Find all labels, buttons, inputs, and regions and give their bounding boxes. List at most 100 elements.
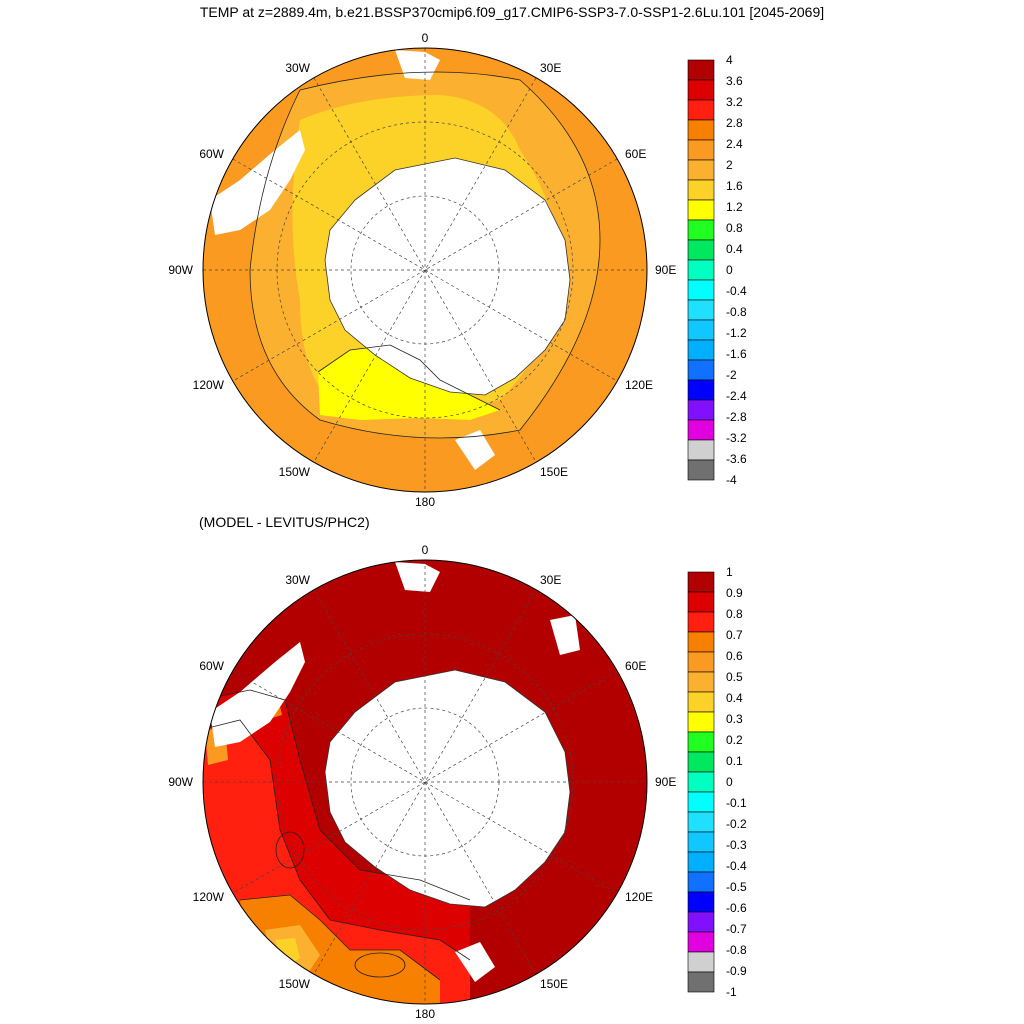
colorbar-tick-label: 0.7 [726, 628, 743, 642]
colorbar-tick-label: 0.3 [726, 712, 743, 726]
lon-label: 30W [285, 61, 310, 75]
colorbar-swatch [687, 571, 715, 593]
lon-label: 60W [199, 147, 224, 161]
lon-label: 90W [168, 263, 193, 277]
new-zealand-mask [455, 430, 495, 470]
colorbar-tick-label: -1.6 [726, 347, 747, 361]
colorbar-tick-label: -0.3 [726, 838, 747, 852]
lon-label: 120E [625, 890, 653, 904]
colorbar-swatch [687, 259, 715, 281]
colorbar-tick-label: -3.2 [726, 431, 747, 445]
lon-label: 150E [540, 465, 568, 479]
colorbar-swatch [687, 219, 715, 241]
colorbar-tick-label: 0.2 [726, 733, 743, 747]
map-border [202, 47, 648, 493]
colorbar-tick-label: 2 [726, 158, 733, 172]
graticule [203, 48, 647, 492]
colorbar-tick-label: 0.4 [726, 691, 743, 705]
longitude-labels-bottom: 0 30E 60E 90E 120E 150E 180 150W 120W 90… [168, 543, 676, 1021]
colorbar-swatch [687, 199, 715, 221]
colorbar-swatch [687, 399, 715, 421]
colorbar-tick-label: -0.5 [726, 880, 747, 894]
colorbar-tick-label: 0.4 [726, 242, 743, 256]
colorbar-swatch [687, 671, 715, 693]
lon-label: 120W [193, 890, 225, 904]
colorbar-swatch [687, 871, 715, 893]
colorbar-swatch [687, 419, 715, 441]
colorbar-tick-label: 4 [726, 53, 733, 67]
colorbar-swatch [687, 139, 715, 161]
island-mask [395, 562, 440, 592]
colorbar-swatch [687, 851, 715, 873]
colorbar-swatch [687, 891, 715, 913]
colorbar-swatch [687, 971, 715, 993]
difference-map [202, 559, 648, 1005]
colorbar-swatch [687, 119, 715, 141]
south-america-landmass [210, 130, 305, 235]
colorbar-tick-label: 2.8 [726, 116, 743, 130]
colorbar-tick-label: -2.4 [726, 389, 747, 403]
colorbar-swatch [687, 299, 715, 321]
colorbar-tick-label: -2 [726, 368, 737, 382]
colorbar-tick-label: -2.8 [726, 410, 747, 424]
colorbar-swatch [687, 811, 715, 833]
colorbar-tick-label: -3.6 [726, 452, 747, 466]
colorbar-tick-label: -0.8 [726, 943, 747, 957]
colorbar-tick-label: -0.2 [726, 817, 747, 831]
lon-label: 90E [655, 775, 676, 789]
lon-label: 60W [199, 659, 224, 673]
colorbar-swatch [687, 339, 715, 361]
figure-title: TEMP at z=2889.4m, b.e21.BSSP370cmip6.f0… [199, 4, 825, 20]
colorbar-swatch [687, 751, 715, 773]
lon-label: 120E [625, 378, 653, 392]
colorbar-swatch [687, 691, 715, 713]
lon-label: 150E [540, 977, 568, 991]
lon-label: 60E [625, 659, 646, 673]
colorbar-swatch [687, 611, 715, 633]
colorbar-tick-label: 0.8 [726, 221, 743, 235]
colorbar-swatch [687, 911, 715, 933]
colorbar-swatch [687, 931, 715, 953]
lon-label: 30E [540, 573, 561, 587]
colorbar-swatch [687, 379, 715, 401]
temperature-colorbar [687, 59, 715, 481]
colorbar-swatch [687, 831, 715, 853]
colorbar-swatch [687, 159, 715, 181]
new-zealand-mask [455, 942, 495, 982]
lon-label: 120W [193, 378, 225, 392]
colorbar-tick-label: 1.2 [726, 200, 743, 214]
colorbar-swatch [687, 459, 715, 481]
colorbar-swatch [687, 279, 715, 301]
antarctica-landmass [325, 158, 570, 395]
colorbar-swatch [687, 439, 715, 461]
colorbar-tick-label: -1.2 [726, 326, 747, 340]
colorbar-tick-label: -4 [726, 473, 737, 487]
colorbar-swatch [687, 651, 715, 673]
colorbar-tick-label: 3.2 [726, 95, 743, 109]
colorbar-swatch [687, 731, 715, 753]
colorbar-swatch [687, 319, 715, 341]
antarctica-landmass [325, 670, 570, 907]
contour-lines [203, 689, 471, 981]
colorbar-tick-label: -0.1 [726, 796, 747, 810]
lon-label: 0 [422, 543, 429, 557]
colorbar-tick-label: 0.6 [726, 649, 743, 663]
colorbar-swatch [687, 179, 715, 201]
colorbar-tick-label: 2.4 [726, 137, 743, 151]
colorbar-swatch [687, 711, 715, 733]
lon-label: 90E [655, 263, 676, 277]
lon-label: 30W [285, 573, 310, 587]
lon-label: 30E [540, 61, 561, 75]
colorbar-tick-label: -1 [726, 985, 737, 999]
colorbar-tick-label: 3.6 [726, 74, 743, 88]
lon-label: 60E [625, 147, 646, 161]
lon-label: 150W [279, 977, 311, 991]
antarctic-coastline [324, 669, 571, 908]
island-mask [395, 50, 440, 80]
difference-subtitle: (MODEL - LEVITUS/PHC2) [199, 514, 370, 530]
colorbar-swatch [687, 99, 715, 121]
colorbar-tick-label: -0.9 [726, 964, 747, 978]
colorbar-tick-label: -0.4 [726, 859, 747, 873]
colorbar-swatch [687, 791, 715, 813]
